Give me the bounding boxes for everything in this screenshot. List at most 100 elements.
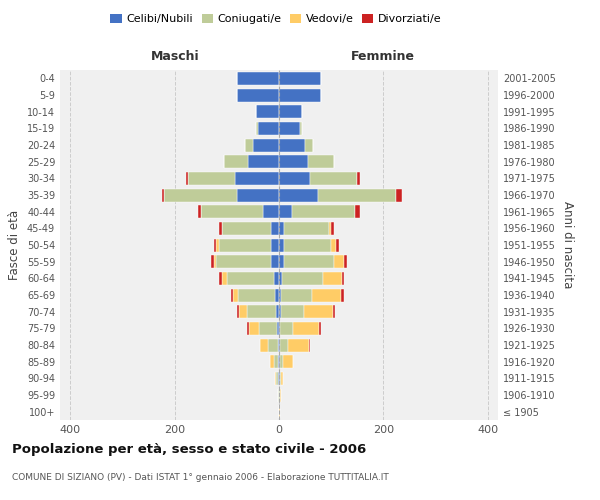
Bar [305,138,313,151]
Bar [276,305,279,318]
Bar [300,122,302,135]
Bar [293,322,319,335]
Bar [161,188,164,202]
Bar [279,205,292,218]
Bar [357,172,360,185]
Bar [308,155,334,168]
Bar [284,222,329,235]
Bar [279,88,321,102]
Bar [263,205,279,218]
Bar [344,255,347,268]
Text: COMUNE DI SIZIANO (PV) - Dati ISTAT 1° gennaio 2006 - Elaborazione TUTTITALIA.IT: COMUNE DI SIZIANO (PV) - Dati ISTAT 1° g… [12,472,389,482]
Bar [304,305,333,318]
Bar [310,172,357,185]
Bar [245,138,253,151]
Legend: Celibi/Nubili, Coniugati/e, Vedovi/e, Divorziati/e: Celibi/Nubili, Coniugati/e, Vedovi/e, Di… [107,10,445,28]
Bar [279,72,321,85]
Bar [283,355,293,368]
Bar [279,105,302,118]
Bar [247,305,276,318]
Bar [279,122,300,135]
Bar [237,305,239,318]
Bar [313,288,341,302]
Bar [221,272,227,285]
Bar [258,122,279,135]
Bar [275,372,277,385]
Bar [279,338,280,351]
Bar [279,172,310,185]
Text: Popolazione per età, sesso e stato civile - 2006: Popolazione per età, sesso e stato civil… [12,442,366,456]
Bar [355,205,360,218]
Bar [217,238,219,252]
Bar [270,355,274,368]
Bar [227,272,274,285]
Bar [280,322,293,335]
Bar [274,272,279,285]
Bar [271,222,279,235]
Bar [275,288,279,302]
Bar [233,288,238,302]
Bar [219,222,221,235]
Bar [219,238,271,252]
Bar [279,288,281,302]
Bar [280,338,288,351]
Bar [248,155,279,168]
Bar [397,188,401,202]
Bar [214,255,217,268]
Bar [230,288,233,302]
Bar [268,338,278,351]
Bar [279,188,318,202]
Bar [334,255,344,268]
Bar [281,288,313,302]
Bar [309,338,310,351]
Bar [271,255,279,268]
Bar [217,255,271,268]
Bar [284,255,334,268]
Bar [224,155,248,168]
Bar [281,305,304,318]
Bar [259,322,277,335]
Bar [331,238,337,252]
Bar [281,372,283,385]
Bar [323,272,341,285]
Bar [274,355,278,368]
Bar [333,305,335,318]
Bar [201,205,263,218]
Bar [214,238,217,252]
Bar [237,72,279,85]
Text: Maschi: Maschi [151,50,199,63]
Bar [256,122,258,135]
Bar [279,305,281,318]
Bar [279,322,280,335]
Bar [318,188,397,202]
Bar [164,188,237,202]
Bar [277,372,278,385]
Bar [277,322,279,335]
Bar [237,188,279,202]
Bar [331,222,334,235]
Text: Femmine: Femmine [351,50,415,63]
Bar [238,288,275,302]
Bar [279,255,284,268]
Bar [281,272,323,285]
Bar [198,205,201,218]
Bar [279,138,305,151]
Bar [249,322,259,335]
Bar [188,172,235,185]
Y-axis label: Anni di nascita: Anni di nascita [561,202,574,288]
Bar [279,222,284,235]
Y-axis label: Fasce di età: Fasce di età [8,210,21,280]
Bar [280,388,281,402]
Bar [237,88,279,102]
Bar [247,322,249,335]
Bar [211,255,214,268]
Bar [186,172,188,185]
Bar [284,238,331,252]
Bar [288,338,309,351]
Bar [219,272,221,285]
Bar [279,272,281,285]
Bar [253,138,279,151]
Bar [260,338,268,351]
Bar [280,372,281,385]
Bar [279,155,308,168]
